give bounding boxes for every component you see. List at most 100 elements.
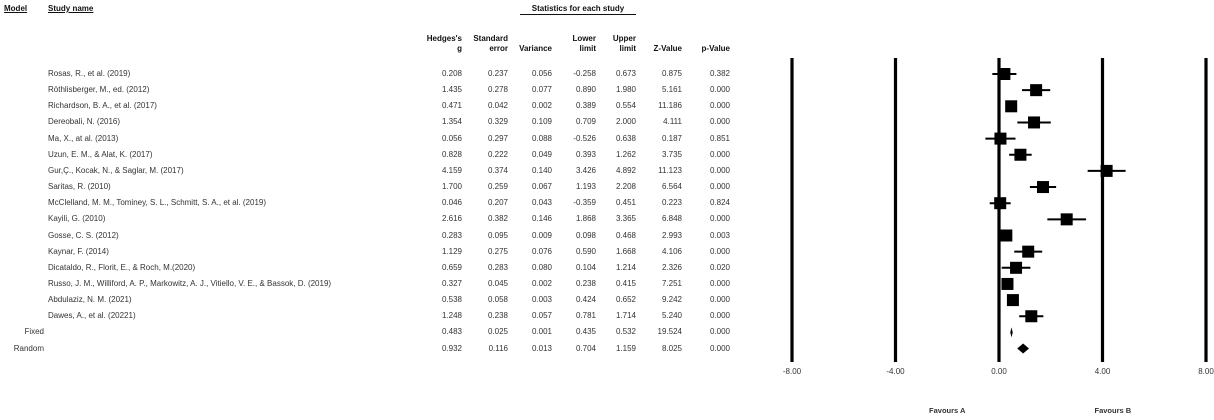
cell-g: 0.483 [441, 327, 462, 337]
effect-marker [998, 68, 1011, 80]
cell-se: 0.058 [487, 295, 508, 305]
effect-marker [1000, 229, 1013, 242]
summary-diamond [1010, 327, 1013, 338]
table-row: Kaynar, F. (2014) 1.129 0.275 0.076 0.590 1.6… [0, 244, 760, 260]
cell-p: 0.000 [709, 149, 730, 159]
table-row: Saritas, R. (2010) 1.700 0.259 0.067 1.193 2.… [0, 179, 760, 195]
cell-g: 1.248 [441, 311, 462, 321]
column-header-line: limit [579, 44, 596, 53]
stats-group-header: Statistics for each study [520, 4, 636, 15]
cell-var: 0.088 [531, 133, 552, 143]
cell-z: 2.993 [661, 230, 682, 240]
cell-var: 0.049 [531, 149, 552, 159]
cell-ul: 2.208 [615, 182, 636, 192]
cell-var: 0.140 [531, 165, 552, 175]
effect-marker [1014, 148, 1027, 161]
cell-ul: 0.415 [615, 278, 636, 288]
cell-g: 1.129 [441, 246, 462, 256]
cell-p: 0.000 [709, 343, 730, 353]
cell-se: 0.025 [487, 327, 508, 337]
effect-marker [1028, 116, 1041, 129]
cell-se: 0.278 [487, 85, 508, 95]
cell-se: 0.116 [488, 343, 508, 353]
cell-g: 2.616 [441, 214, 462, 224]
cell-g: 0.932 [441, 343, 462, 353]
cell-p: 0.000 [709, 101, 730, 111]
model-column-header: Model [4, 4, 28, 13]
cell-ll: 1.868 [575, 214, 596, 224]
cell-p: 0.000 [709, 295, 730, 305]
effect-marker [1001, 277, 1014, 290]
cell-ll: -0.526 [573, 133, 596, 143]
study-name-cell: Gur,Ç., Kocak, N., & Saglar, M. (2017) [48, 165, 184, 175]
table-row: Rosas, R., et al. (2019) 0.208 0.237 0.056 -… [0, 66, 760, 82]
x-tick-label: -4.00 [886, 367, 905, 376]
cell-ll: 0.590 [575, 246, 596, 256]
cell-var: 0.080 [531, 262, 552, 272]
column-header-var: Variance [492, 34, 552, 54]
cell-p: 0.000 [709, 278, 730, 288]
cell-ul: 0.673 [615, 69, 636, 78]
effect-marker [1030, 84, 1043, 97]
cell-ul: 1.214 [615, 262, 636, 272]
cell-ul: 1.262 [615, 149, 636, 159]
column-header-ul: Upper limit [576, 34, 636, 54]
cell-g: 0.056 [441, 133, 462, 143]
cell-se: 0.207 [487, 198, 508, 208]
cell-z: 11.186 [658, 101, 682, 111]
study-name-cell: Kaynar, F. (2014) [48, 246, 109, 256]
cell-var: 0.076 [531, 246, 552, 256]
cell-se: 0.045 [487, 278, 508, 288]
table-row: McClelland, M. M., Tominey, S. L., Schmi… [0, 195, 760, 211]
cell-se: 0.259 [487, 182, 508, 192]
cell-se: 0.382 [487, 214, 508, 224]
cell-var: 0.067 [531, 182, 552, 192]
study-name-cell: Saritas, R. (2010) [48, 182, 111, 192]
cell-ll: 0.435 [575, 327, 596, 337]
study-name-cell: Rosas, R., et al. (2019) [48, 69, 131, 78]
table-row: Dicataldo, R., Florit, E., & Roch, M.(20… [0, 260, 760, 276]
cell-ul: 0.468 [615, 230, 636, 240]
cell-ul: 4.892 [615, 165, 636, 175]
column-header-line: limit [619, 44, 636, 53]
cell-ll: 0.709 [575, 117, 596, 127]
cell-se: 0.237 [487, 69, 508, 78]
column-header-line: p-Value [701, 44, 730, 53]
cell-g: 1.354 [441, 117, 462, 127]
cell-z: 8.025 [661, 343, 682, 353]
study-name-cell: Dicataldo, R., Florit, E., & Roch, M.(20… [48, 262, 196, 272]
cell-ll: 0.238 [575, 278, 596, 288]
cell-z: 19.524 [657, 327, 682, 337]
cell-ul: 1.714 [615, 311, 636, 321]
cell-p: 0.382 [709, 69, 730, 78]
effect-marker [994, 197, 1007, 210]
study-name-cell: Ma, X., at al. (2013) [48, 133, 119, 143]
cell-g: 0.538 [441, 295, 462, 305]
cell-var: 0.146 [531, 214, 552, 224]
column-header-line: g [457, 44, 462, 53]
effect-marker [1060, 213, 1073, 226]
cell-var: 0.109 [531, 117, 552, 127]
cell-ll: 0.704 [575, 343, 596, 353]
cell-z: 6.564 [661, 182, 682, 192]
stats-group-underline [520, 14, 636, 15]
study-name-cell: Kayili, G. (2010) [48, 214, 106, 224]
cell-p: 0.000 [709, 85, 730, 95]
cell-p: 0.000 [709, 117, 730, 127]
column-header-se: Standard error [448, 34, 508, 54]
cell-p: 0.000 [709, 311, 730, 321]
cell-p: 0.000 [709, 182, 730, 192]
cell-z: 4.111 [663, 117, 682, 127]
cell-p: 0.000 [709, 246, 730, 256]
cell-var: 0.013 [531, 343, 552, 353]
cell-ul: 0.638 [615, 133, 636, 143]
cell-z: 0.223 [661, 198, 682, 208]
table-row: Ma, X., at al. (2013) 0.056 0.297 0.088 -0.5… [0, 131, 760, 147]
cell-se: 0.275 [487, 246, 508, 256]
cell-var: 0.009 [531, 230, 552, 240]
cell-se: 0.283 [487, 262, 508, 272]
effect-marker [1022, 245, 1035, 258]
effect-marker [1025, 310, 1038, 323]
study-name-cell: Uzun, E. M., & Alat, K. (2017) [48, 149, 153, 159]
cell-ll: 0.104 [575, 262, 596, 272]
